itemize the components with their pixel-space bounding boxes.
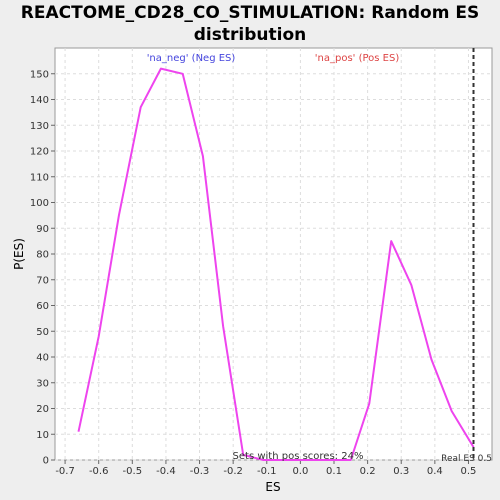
pos-scores-label: Sets with pos scores: 24%	[233, 451, 364, 462]
y-tick-label: 70	[36, 275, 49, 286]
y-tick-label: 50	[36, 327, 49, 338]
y-tick-label: 140	[30, 95, 49, 106]
y-tick-label: 30	[36, 378, 49, 389]
x-tick-label: 0.5	[461, 466, 477, 477]
x-tick-label: -0.2	[223, 466, 243, 477]
y-tick-label: 100	[30, 198, 49, 209]
chart-title: REACTOME_CD28_CO_STIMULATION: Random ES …	[20, 3, 480, 45]
x-tick-label: -0.4	[156, 466, 176, 477]
x-tick-label: 0.4	[427, 466, 443, 477]
y-tick-label: 130	[30, 121, 49, 132]
x-tick-label: -0.1	[257, 466, 277, 477]
x-tick-label: 0.3	[393, 466, 409, 477]
y-tick-label: 90	[36, 224, 49, 235]
x-tick-label: -0.5	[123, 466, 143, 477]
x-tick-label: -0.3	[190, 466, 210, 477]
x-axis-label: ES	[265, 480, 280, 494]
x-tick-label: 0.2	[360, 466, 376, 477]
x-tick-label: 0.0	[292, 466, 308, 477]
x-tick-label: 0.1	[326, 466, 342, 477]
y-tick-label: 120	[30, 147, 49, 158]
y-tick-label: 40	[36, 353, 49, 364]
x-tick-label: -0.6	[89, 466, 109, 477]
y-tick-label: 20	[36, 404, 49, 415]
pos-es-label: 'na_pos' (Pos ES)	[315, 53, 400, 64]
y-tick-label: 110	[30, 172, 49, 183]
y-axis-label: P(ES)	[12, 238, 26, 270]
x-tick-label: -0.7	[55, 466, 75, 477]
real-es-label: Real ES 0.5	[441, 454, 492, 464]
axes: -0.7 -0.6 -0.5 -0.4 -0.3 -0.2 -0.1 0.0 0.1 0.2 0.3…	[30, 69, 477, 477]
y-tick-label: 10	[36, 430, 49, 441]
neg-es-label: 'na_neg' (Neg ES)	[147, 53, 236, 64]
y-tick-label: 150	[30, 69, 49, 80]
series-line	[77, 67, 475, 461]
y-tick-label: 80	[36, 250, 49, 261]
data-marks	[77, 48, 475, 461]
y-tick-label: 0	[43, 456, 49, 467]
y-tick-label: 60	[36, 301, 49, 312]
